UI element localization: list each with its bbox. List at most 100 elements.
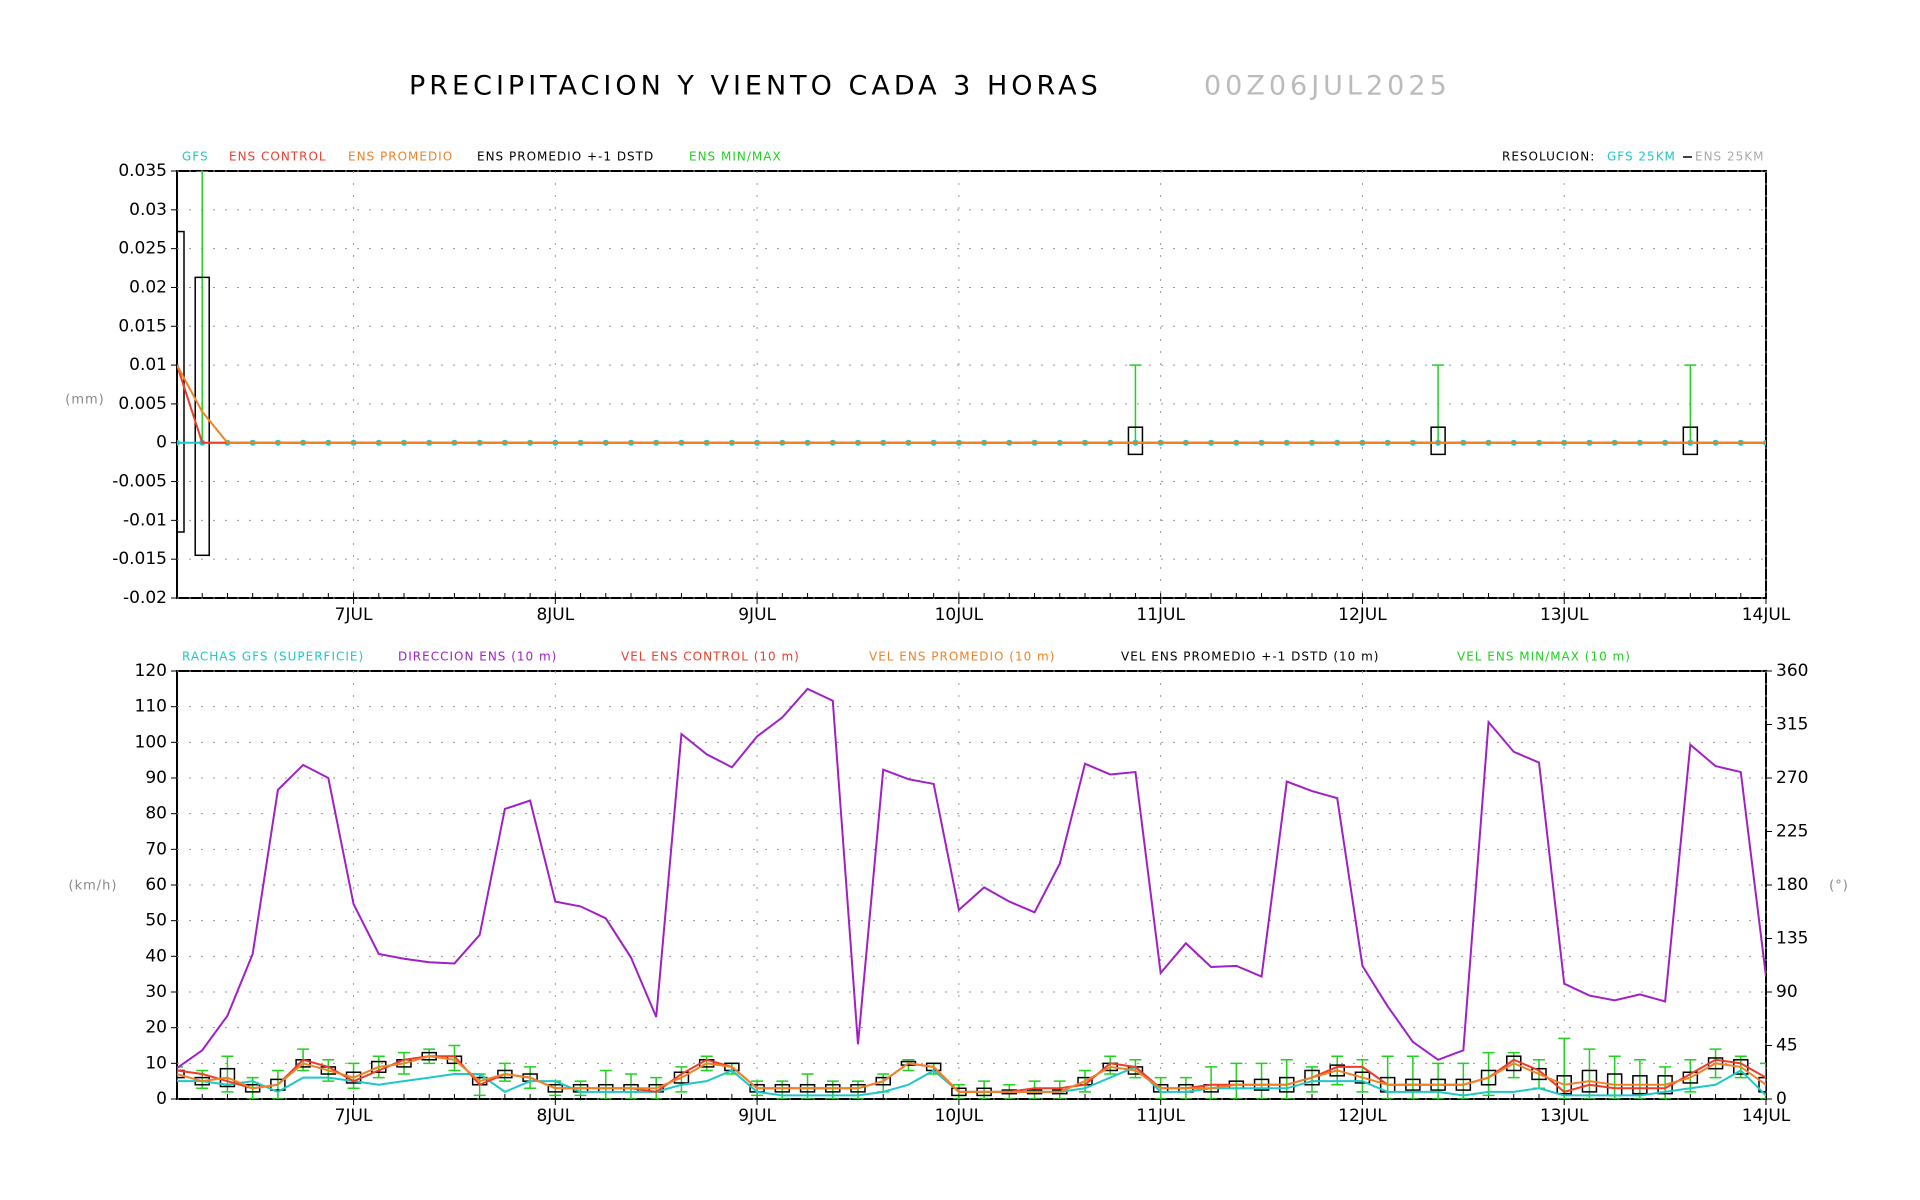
min-max-whisker <box>1608 1055 1621 1099</box>
plot-area <box>177 171 1766 557</box>
x-tick-label: 9JUL <box>738 605 776 625</box>
plot-area <box>177 687 1766 1099</box>
std-box <box>673 1071 690 1084</box>
min-max-whisker <box>1558 1037 1571 1099</box>
x-tick-label: 11JUL <box>1136 605 1185 625</box>
legend-entry: DIRECCION ENS (10 m) <box>398 650 557 664</box>
std-box <box>177 230 185 533</box>
x-tick-label: 14JUL <box>1742 605 1791 625</box>
x-tick-label: 10JUL <box>935 605 984 625</box>
y-axis-label: (mm) <box>65 393 104 408</box>
y-tick-label: 10 <box>145 1053 167 1073</box>
resolution-label: RESOLUCION: <box>1502 150 1595 164</box>
std-box <box>177 1069 185 1079</box>
min-max-whisker <box>625 1073 637 1099</box>
x-tick-label: 13JUL <box>1540 1106 1589 1126</box>
legend-entry: RACHAS GFS (SUPERFICIE) <box>182 650 364 664</box>
y-tick-label: 0 <box>156 433 167 453</box>
min-max-whisker <box>1255 1062 1268 1099</box>
y2-tick-label: 225 <box>1776 822 1808 842</box>
min-max-whisker <box>1760 1062 1766 1099</box>
min-max-whisker <box>1457 1062 1470 1099</box>
x-tick-label: 10JUL <box>935 1106 984 1126</box>
x-tick-label: 13JUL <box>1540 605 1589 625</box>
min-max-whisker <box>1205 1066 1218 1099</box>
y-tick-label: 120 <box>135 661 167 681</box>
y-tick-label: 0 <box>156 1089 167 1109</box>
y-tick-label: 0.015 <box>118 316 167 336</box>
legend-entry: ENS MIN/MAX <box>689 150 782 164</box>
y-tick-label: 40 <box>145 946 167 966</box>
y-tick-label: 20 <box>145 1018 167 1038</box>
legend-entry: VEL ENS PROMEDIO +-1 DSTD (10 m) <box>1121 650 1380 664</box>
y-tick-label: 110 <box>135 697 167 717</box>
x-tick-label: 7JUL <box>335 1106 373 1126</box>
y-tick-label: 30 <box>145 982 167 1002</box>
y-tick-label: 0.005 <box>118 394 167 414</box>
y-tick-label: 60 <box>145 875 167 895</box>
min-max-whisker <box>1482 1051 1495 1097</box>
std-box <box>1758 1076 1766 1093</box>
page-title: PRECIPITACION Y VIENTO CADA 3 HORAS <box>409 71 1102 102</box>
legend-entry: GFS <box>182 150 209 164</box>
std-box <box>875 1076 891 1086</box>
std-box <box>1531 1067 1547 1081</box>
y2-tick-label: 360 <box>1776 661 1808 681</box>
resolution-entry: GFS 25KM <box>1607 150 1676 164</box>
min-max-whisker <box>1633 1059 1646 1099</box>
y-tick-label: -0.005 <box>112 472 167 492</box>
std-box <box>1480 1069 1497 1086</box>
y2-tick-label: 135 <box>1776 929 1808 949</box>
x-tick-label: 14JUL <box>1742 1106 1791 1126</box>
y2-tick-label: 270 <box>1776 768 1808 788</box>
y-tick-label: 100 <box>135 732 167 752</box>
legend-entry: ENS PROMEDIO <box>348 150 453 164</box>
std-box <box>194 276 210 557</box>
y-tick-label: 50 <box>145 911 167 931</box>
min-max-whisker <box>448 1044 461 1072</box>
y-tick-label: 0.01 <box>129 355 167 375</box>
std-box <box>1304 1069 1320 1086</box>
x-tick-label: 9JUL <box>738 1106 776 1126</box>
series-line <box>177 687 1766 1069</box>
series-line <box>177 1055 1766 1093</box>
y-tick-label: -0.02 <box>123 588 167 608</box>
min-max-whisker <box>1432 1062 1445 1099</box>
legend-entry: VEL ENS PROMEDIO (10 m) <box>869 650 1055 664</box>
y-tick-label: 0.03 <box>129 200 167 220</box>
y-tick-label: 0.035 <box>118 161 167 181</box>
std-box <box>1430 426 1446 456</box>
y2-tick-label: 180 <box>1776 875 1808 895</box>
min-max-whisker <box>1684 1059 1697 1093</box>
x-tick-label: 12JUL <box>1338 1106 1387 1126</box>
min-max-whisker <box>675 1066 688 1093</box>
std-box <box>1354 1071 1371 1084</box>
y-tick-label: -0.01 <box>123 510 167 530</box>
legend-entry: ENS CONTROL <box>229 150 327 164</box>
page-subtitle: 00Z06JUL2025 <box>1204 71 1451 102</box>
min-max-whisker <box>1583 1048 1596 1099</box>
legend-entry: ENS PROMEDIO +-1 DSTD <box>477 150 654 164</box>
y-tick-label: -0.015 <box>112 549 167 569</box>
y2-axis-label: (°) <box>1829 879 1849 894</box>
y2-tick-label: 45 <box>1776 1036 1798 1056</box>
min-max-whisker <box>1356 1059 1369 1093</box>
series-point <box>177 439 180 446</box>
plot-frame <box>176 170 1767 599</box>
x-tick-label: 7JUL <box>335 605 373 625</box>
x-tick-label: 12JUL <box>1338 605 1387 625</box>
y-tick-label: 0.025 <box>118 239 167 259</box>
x-tick-label: 11JUL <box>1136 1106 1185 1126</box>
std-box <box>1127 426 1144 456</box>
y2-tick-label: 90 <box>1776 982 1798 1002</box>
legend-entry: VEL ENS MIN/MAX (10 m) <box>1457 650 1631 664</box>
resolution-entry: ENS 25KM <box>1695 150 1764 164</box>
min-max-whisker <box>347 1062 360 1090</box>
series-line <box>177 364 1766 444</box>
x-tick-label: 8JUL <box>536 1106 574 1126</box>
y-tick-label: 0.02 <box>129 277 167 297</box>
std-box <box>1682 426 1699 456</box>
